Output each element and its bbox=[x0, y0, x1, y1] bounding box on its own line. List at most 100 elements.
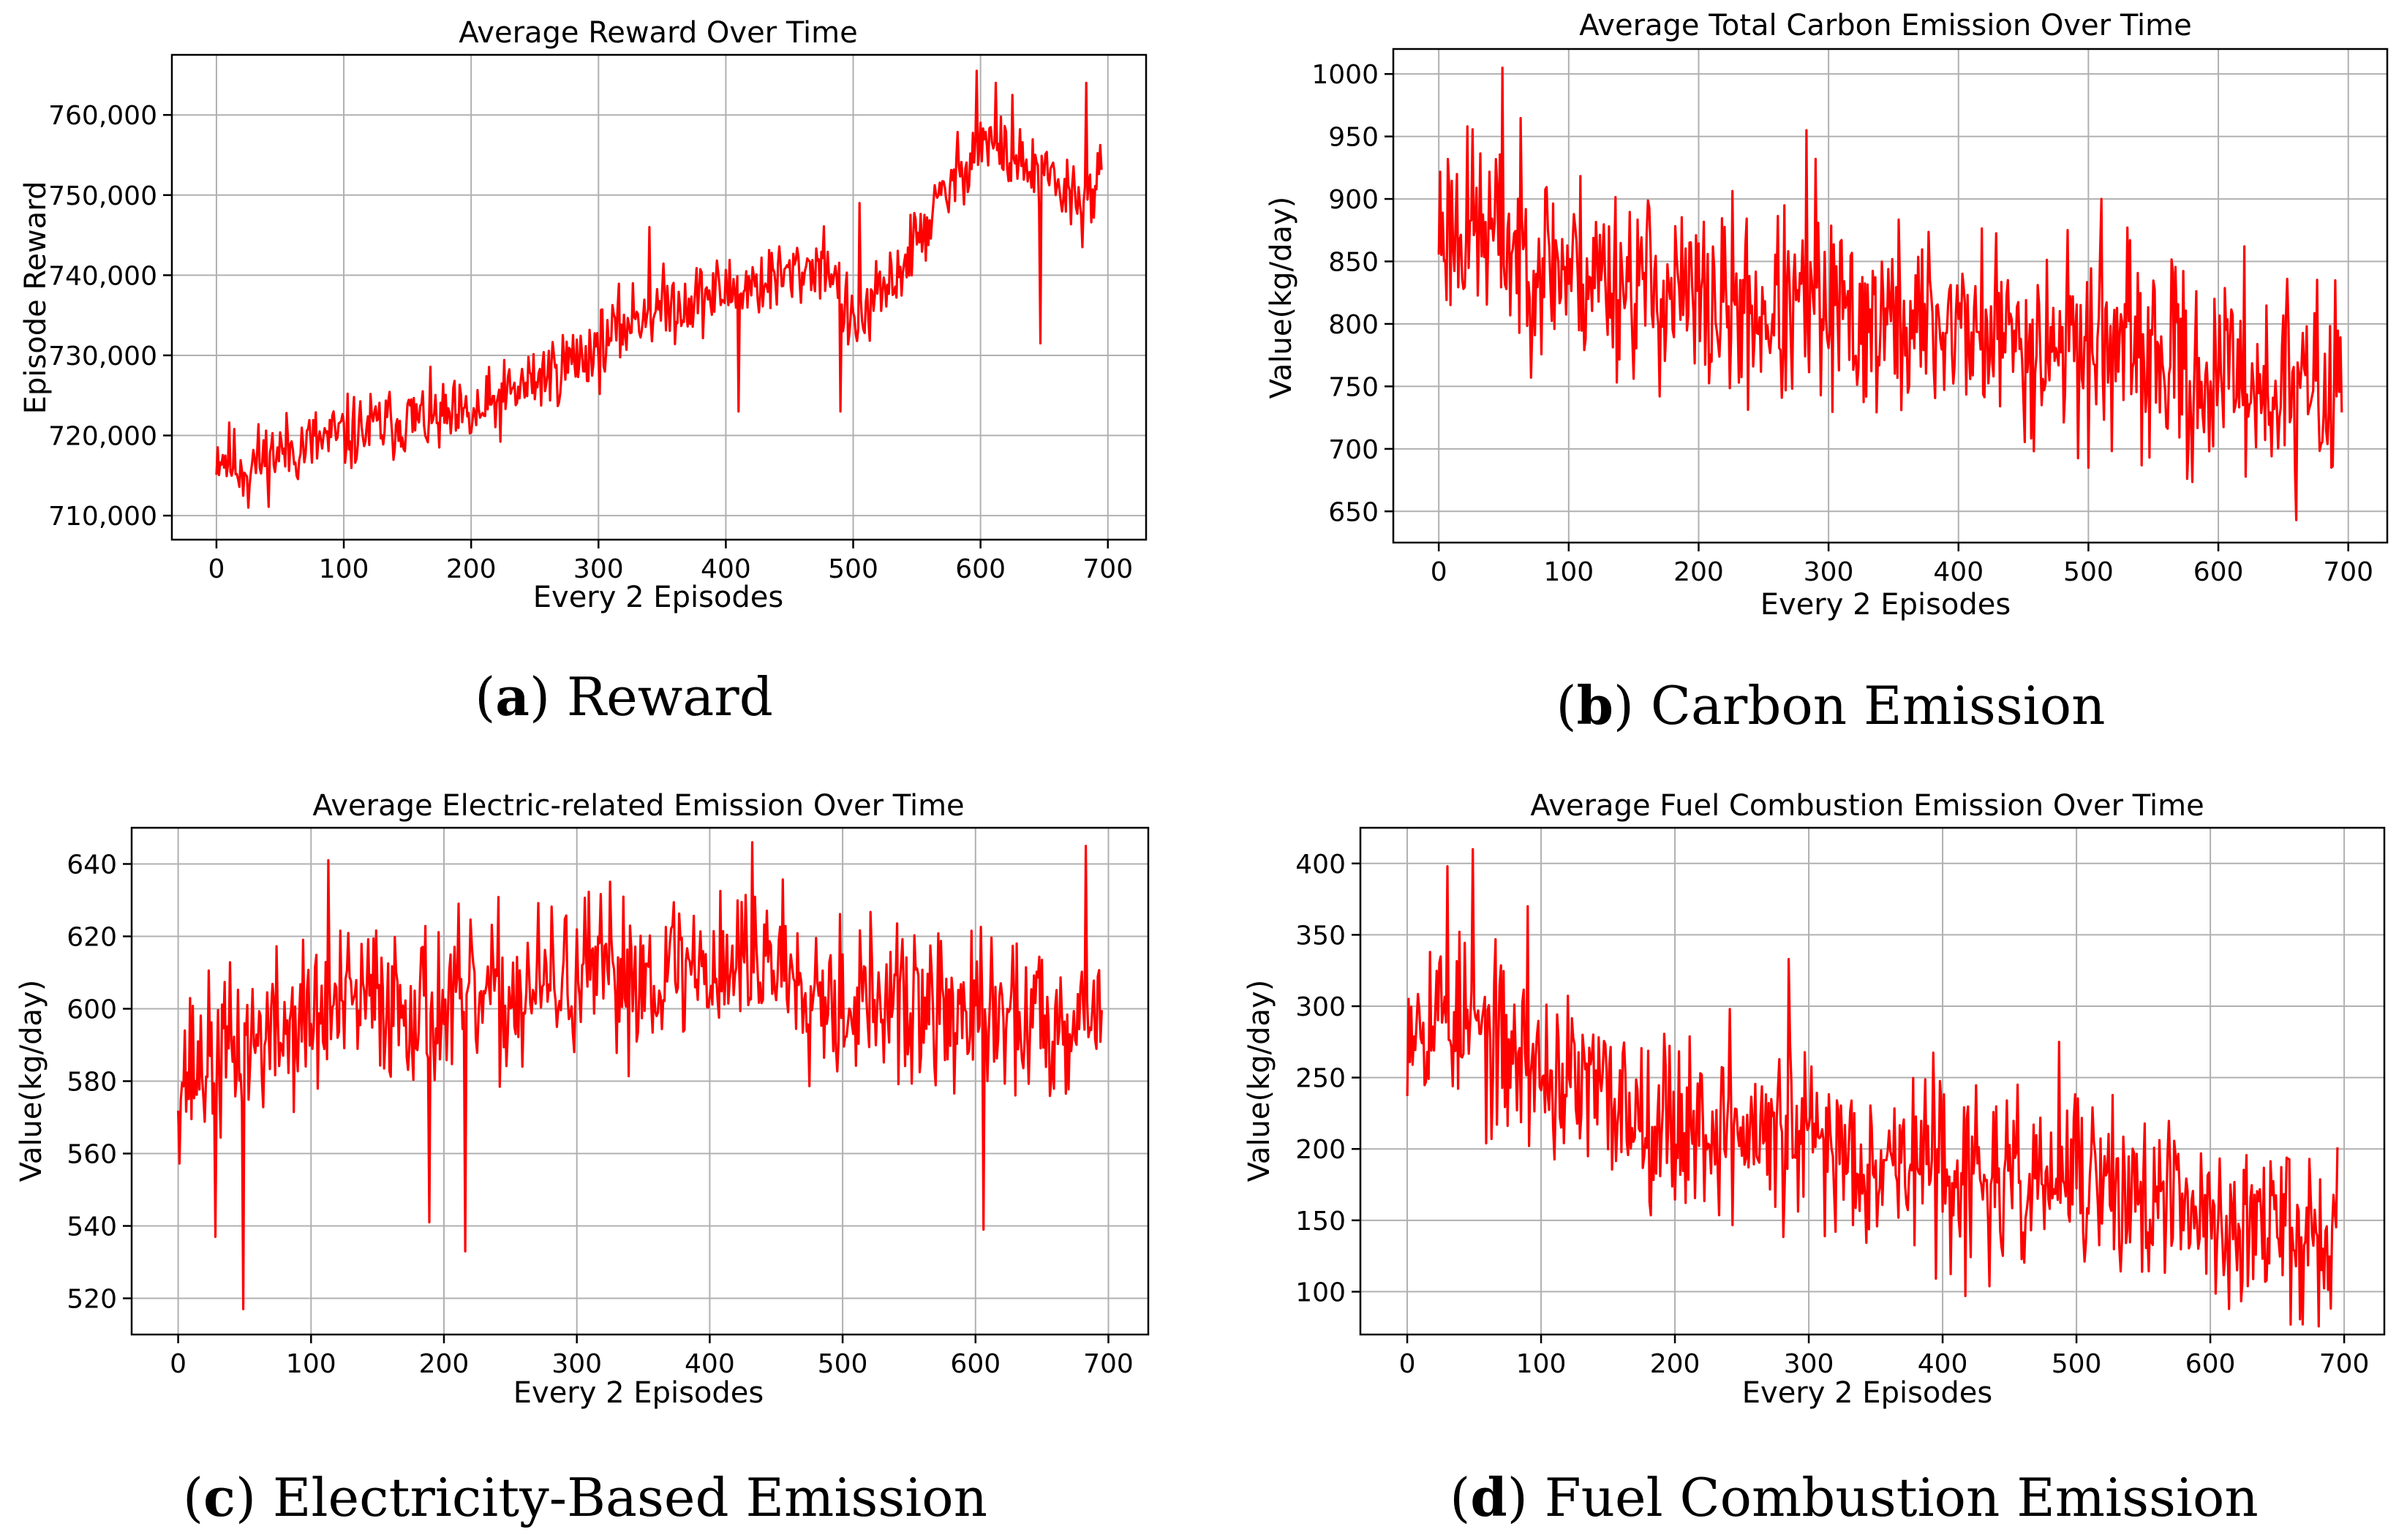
y-tick-label: 720,000 bbox=[48, 422, 157, 452]
chart-title: Average Reward Over Time bbox=[459, 16, 857, 50]
x-tick-label: 500 bbox=[828, 554, 878, 584]
x-tick-label: 600 bbox=[950, 1349, 1001, 1379]
y-axis-label: Value(kg/day) bbox=[15, 980, 48, 1182]
caption-letter: a bbox=[495, 665, 530, 728]
series-line bbox=[1437, 66, 2343, 521]
y-tick-label: 400 bbox=[1295, 850, 1346, 880]
plot-area bbox=[1437, 66, 2343, 521]
x-tick-label: 400 bbox=[701, 554, 751, 584]
plot-frame bbox=[1359, 826, 2386, 1336]
series-line bbox=[177, 841, 1103, 1310]
x-tick-label: 700 bbox=[2319, 1349, 2370, 1379]
y-tick-label: 560 bbox=[67, 1140, 117, 1170]
x-tick-label: 300 bbox=[1804, 557, 1854, 587]
y-tick-label: 900 bbox=[1328, 185, 1379, 215]
x-tick-label: 200 bbox=[419, 1349, 470, 1379]
y-tick-label: 1000 bbox=[1311, 60, 1379, 90]
plot-frame bbox=[1392, 48, 2389, 544]
panel-a: Average Reward Over Time 0 100 200 300 400 50… bbox=[19, 16, 1148, 728]
x-tick-label: 200 bbox=[1650, 1349, 1700, 1379]
y-axis-label: Episode Reward bbox=[19, 181, 53, 415]
x-tick-label: 400 bbox=[1933, 557, 1984, 587]
x-axis-label: Every 2 Episodes bbox=[1760, 588, 2011, 622]
x-tick-label: 400 bbox=[685, 1349, 735, 1379]
x-tick-label: 700 bbox=[1082, 554, 1133, 584]
x-tick-label: 0 bbox=[170, 1349, 187, 1379]
y-tick-label: 750 bbox=[1328, 372, 1379, 402]
ticks: 0 100 200 300 400 500 600 700 710,000 720,000 730,… bbox=[48, 101, 1133, 584]
chart-title: Average Fuel Combustion Emission Over Ti… bbox=[1530, 789, 2204, 823]
y-tick-label: 710,000 bbox=[48, 502, 157, 532]
panel-d: Average Fuel Combustion Emission Over Ti… bbox=[1243, 789, 2386, 1528]
caption-text: Fuel Combustion Emission bbox=[1545, 1467, 2259, 1528]
x-tick-label: 300 bbox=[573, 554, 624, 584]
y-tick-label: 150 bbox=[1295, 1207, 1346, 1237]
x-tick-label: 0 bbox=[208, 554, 225, 584]
series-line bbox=[1406, 848, 2339, 1328]
y-tick-label: 800 bbox=[1328, 310, 1379, 340]
y-tick-label: 650 bbox=[1328, 497, 1379, 527]
y-tick-label: 300 bbox=[1295, 992, 1346, 1022]
caption-letter: d bbox=[1470, 1466, 1507, 1528]
caption-text: Electricity-Based Emission bbox=[273, 1467, 987, 1528]
chart-title: Average Total Carbon Emission Over Time bbox=[1579, 9, 2191, 42]
caption-letter: b bbox=[1577, 674, 1613, 736]
x-tick-label: 100 bbox=[1516, 1349, 1567, 1379]
y-tick-label: 100 bbox=[1295, 1277, 1346, 1307]
x-tick-label: 700 bbox=[1083, 1349, 1134, 1379]
ticks: 0 100 200 300 400 500 600 700 650 700 750 800 850 900… bbox=[1311, 60, 2373, 587]
plot-area bbox=[177, 841, 1103, 1310]
x-tick-label: 500 bbox=[2063, 557, 2114, 587]
caption: (b) Carbon Emission bbox=[1556, 674, 2105, 736]
y-axis-label: Value(kg/day) bbox=[1265, 197, 1298, 399]
x-axis-label: Every 2 Episodes bbox=[533, 581, 783, 614]
y-tick-label: 200 bbox=[1295, 1135, 1346, 1165]
x-tick-label: 0 bbox=[1399, 1349, 1416, 1379]
plot-frame bbox=[130, 826, 1150, 1336]
caption-letter: c bbox=[203, 1466, 236, 1528]
plot-frame bbox=[170, 53, 1148, 541]
x-tick-label: 100 bbox=[286, 1349, 336, 1379]
series-line bbox=[215, 69, 1103, 509]
caption: (d) Fuel Combustion Emission bbox=[1450, 1466, 2258, 1528]
y-tick-label: 760,000 bbox=[48, 101, 157, 131]
panel-b: Average Total Carbon Emission Over Time … bbox=[1265, 9, 2389, 736]
ticks: 0 100 200 300 400 500 600 700 100 150 200 250 300 350… bbox=[1295, 850, 2369, 1379]
x-tick-label: 600 bbox=[2193, 557, 2244, 587]
x-axis-label: Every 2 Episodes bbox=[513, 1376, 764, 1410]
caption: (a) Reward bbox=[475, 665, 773, 728]
y-tick-label: 750,000 bbox=[48, 181, 157, 211]
y-axis-label: Value(kg/day) bbox=[1243, 980, 1276, 1182]
x-tick-label: 100 bbox=[1543, 557, 1594, 587]
y-tick-label: 600 bbox=[67, 995, 117, 1025]
y-tick-label: 250 bbox=[1295, 1064, 1346, 1094]
grid bbox=[172, 55, 1146, 540]
x-tick-label: 100 bbox=[319, 554, 369, 584]
y-tick-label: 700 bbox=[1328, 435, 1379, 465]
y-tick-label: 620 bbox=[67, 923, 117, 953]
y-tick-label: 850 bbox=[1328, 248, 1379, 278]
y-tick-label: 740,000 bbox=[48, 261, 157, 291]
x-tick-label: 200 bbox=[446, 554, 497, 584]
x-tick-label: 200 bbox=[1673, 557, 1724, 587]
x-tick-label: 300 bbox=[1784, 1349, 1834, 1379]
caption-text: Carbon Emission bbox=[1651, 675, 2106, 736]
y-tick-label: 580 bbox=[67, 1068, 117, 1098]
plot-area bbox=[215, 69, 1103, 509]
plot-area bbox=[1406, 848, 2339, 1328]
x-tick-label: 500 bbox=[818, 1349, 868, 1379]
caption-text: Reward bbox=[567, 666, 773, 728]
chart-title: Average Electric-related Emission Over T… bbox=[312, 789, 964, 823]
y-tick-label: 950 bbox=[1328, 123, 1379, 153]
y-tick-label: 640 bbox=[67, 850, 117, 880]
ticks: 0 100 200 300 400 500 600 700 520 540 560 580 600 620… bbox=[67, 850, 1134, 1380]
panel-c: Average Electric-related Emission Over T… bbox=[15, 789, 1150, 1528]
y-tick-label: 350 bbox=[1295, 921, 1346, 951]
x-tick-label: 0 bbox=[1431, 557, 1447, 587]
y-tick-label: 520 bbox=[67, 1285, 117, 1315]
y-tick-label: 540 bbox=[67, 1212, 117, 1242]
x-axis-label: Every 2 Episodes bbox=[1742, 1376, 1992, 1410]
x-tick-label: 600 bbox=[2185, 1349, 2236, 1379]
